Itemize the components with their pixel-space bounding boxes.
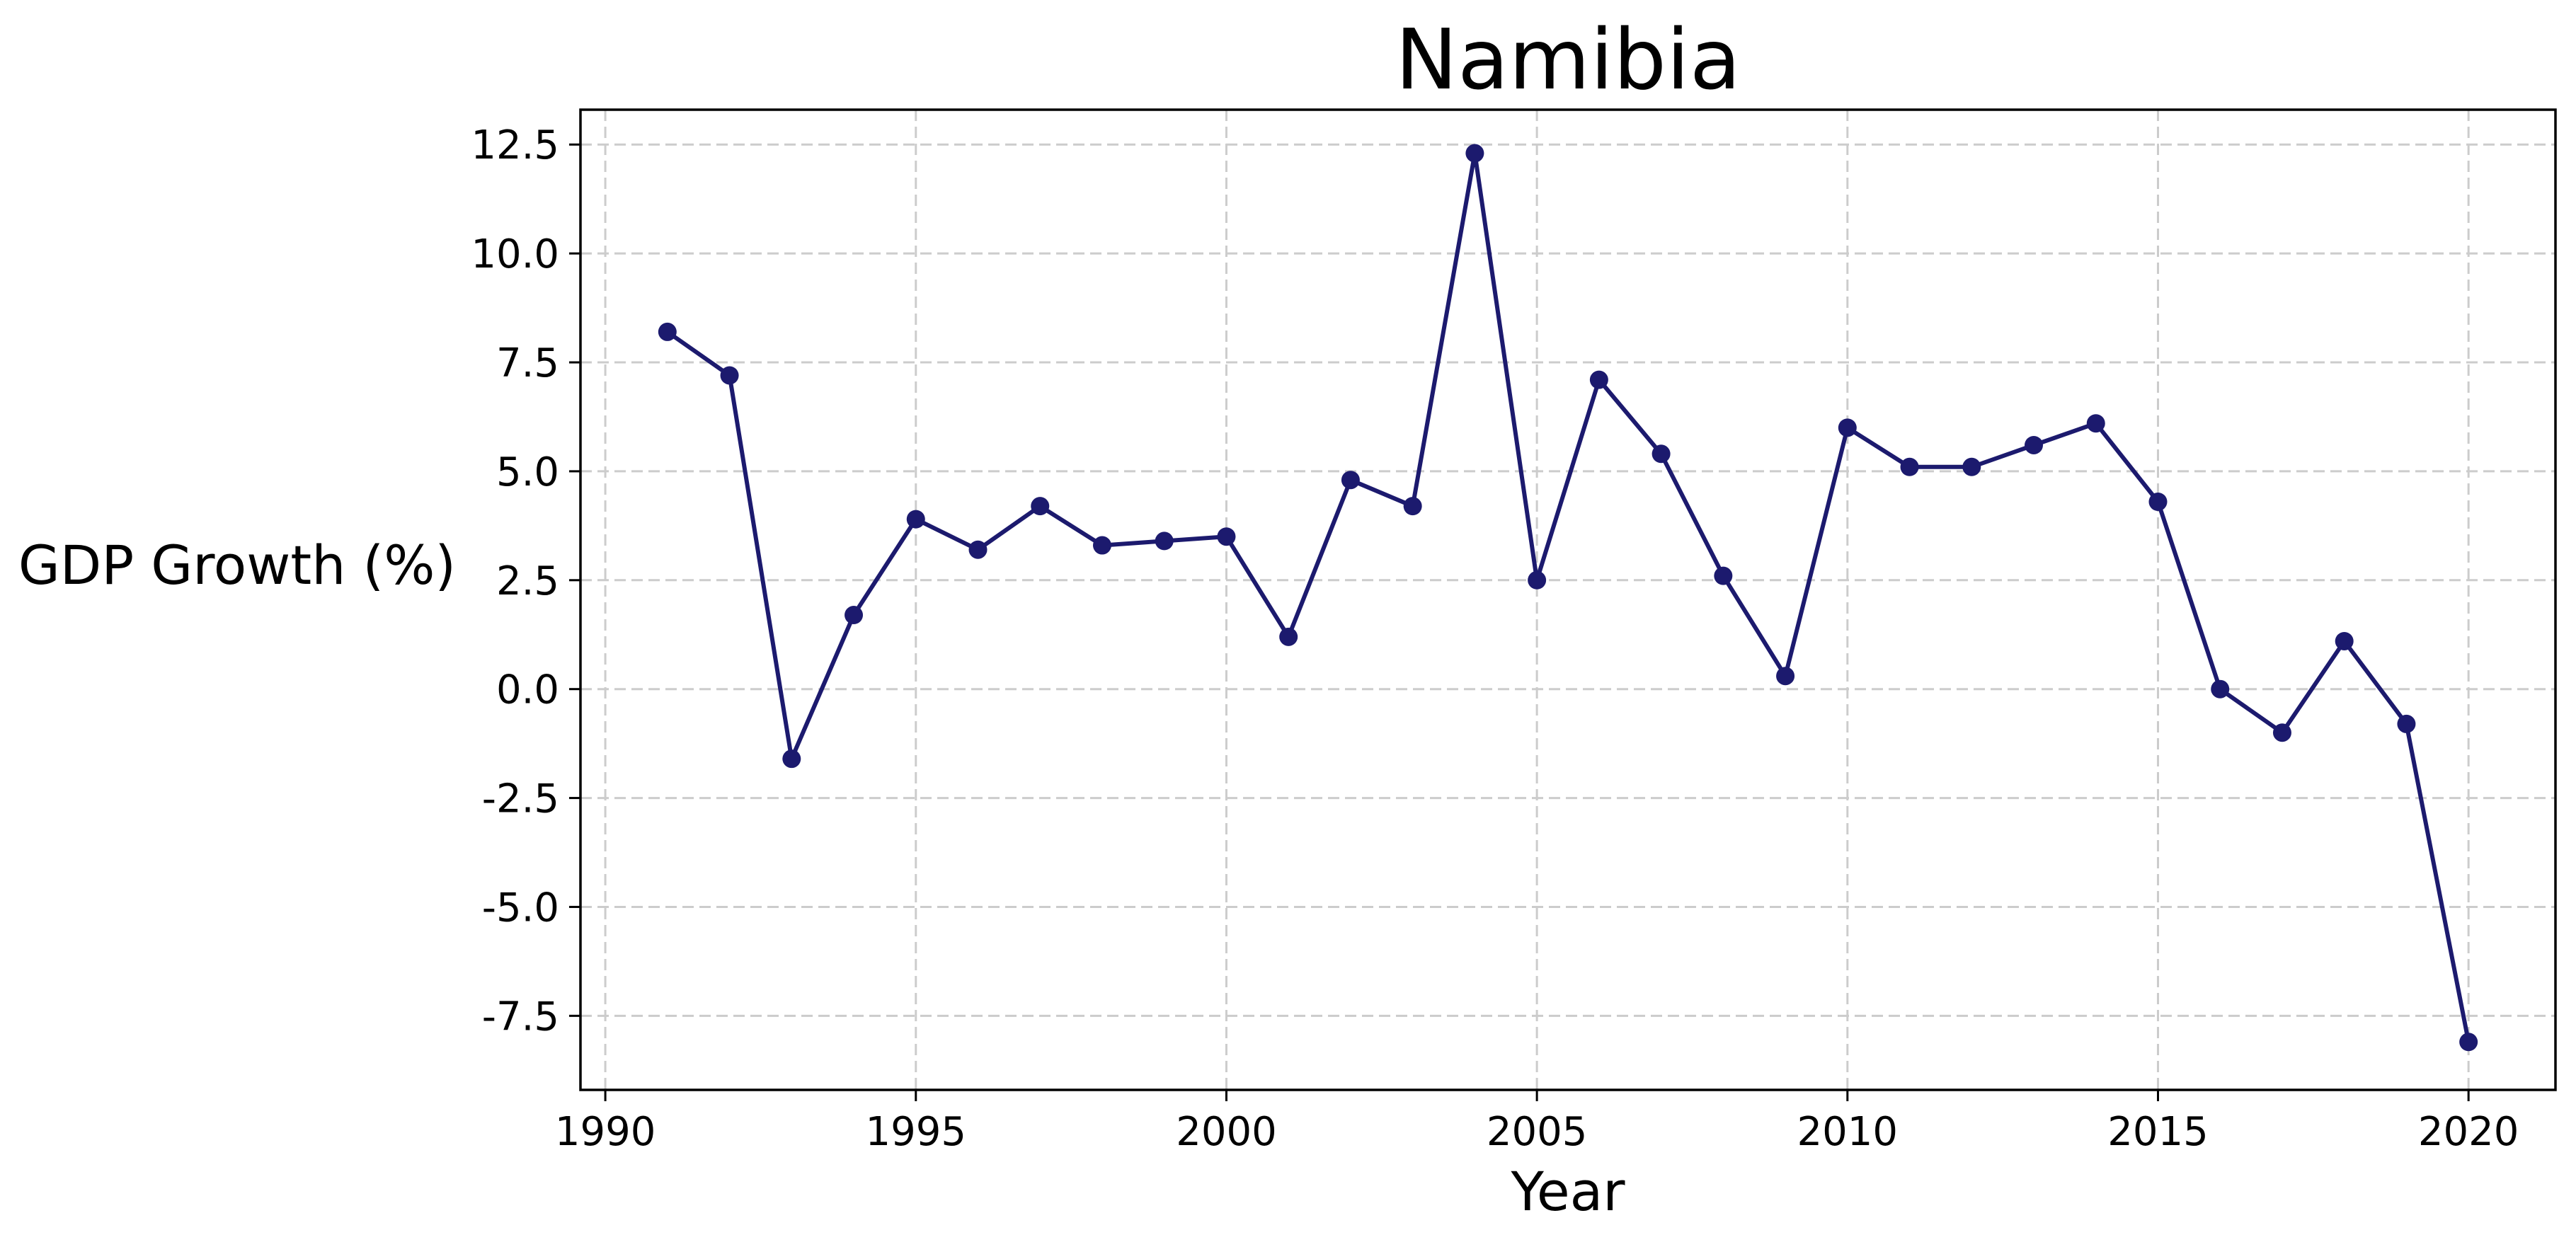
data-point [2086, 414, 2105, 433]
y-tick-label: 7.5 [496, 340, 559, 386]
data-point [658, 322, 677, 341]
data-point [2459, 1033, 2478, 1052]
y-tick-label: -7.5 [482, 994, 559, 1040]
x-tick-label: 1990 [555, 1109, 656, 1155]
y-tick-label: 2.5 [496, 558, 559, 604]
y-tick-label: 10.0 [471, 231, 559, 277]
grid-lines [580, 110, 2555, 1090]
data-point [2025, 435, 2044, 454]
data-point [1714, 566, 1733, 585]
x-tick-label: 2010 [1797, 1109, 1899, 1155]
data-point [1403, 497, 1422, 516]
data-point [1962, 457, 1981, 476]
data-point [1528, 570, 1547, 590]
x-axis-label: Year [1511, 1160, 1626, 1223]
plot-frame [579, 108, 2557, 1091]
data-point [906, 510, 925, 529]
data-point [2335, 631, 2354, 650]
data-point [1465, 144, 1484, 163]
data-point [1279, 627, 1298, 646]
chart-title: Namibia [1395, 11, 1741, 108]
data-point [1589, 370, 1608, 389]
data-point [1031, 497, 1050, 516]
data-point [1092, 536, 1111, 555]
x-tick-label: 2015 [2107, 1109, 2209, 1155]
x-tick-label: 2020 [2418, 1109, 2519, 1155]
data-point [1155, 531, 1174, 551]
series-line [665, 151, 2471, 1045]
data-point [2211, 679, 2230, 699]
data-point [845, 606, 864, 625]
data-point [782, 749, 801, 769]
y-axis-label: GDP Growth (%) [18, 534, 456, 597]
data-point [1838, 418, 1857, 437]
data-point [2272, 723, 2291, 742]
data-point [1900, 457, 1919, 476]
data-point [968, 540, 988, 559]
data-point [2397, 714, 2416, 733]
x-tick-label: 1995 [866, 1109, 967, 1155]
data-point [1217, 527, 1236, 546]
data-point [720, 366, 739, 385]
y-tick-label: -2.5 [482, 776, 559, 822]
y-tick-label: -5.0 [482, 885, 559, 931]
data-point [1776, 667, 1795, 686]
x-tick-label: 2005 [1487, 1109, 1588, 1155]
axes: 1990 1995 2000 2005 2010 2015 2020 -7.5 -5.0 -2.5… [471, 108, 2557, 1155]
data-point [1651, 444, 1671, 464]
y-tick-label: 5.0 [496, 449, 559, 495]
data-series [658, 144, 2478, 1052]
data-point [2148, 493, 2168, 511]
y-tick-label: 0.0 [496, 667, 559, 713]
data-point [1341, 471, 1360, 490]
x-tick-label: 2000 [1176, 1109, 1277, 1155]
y-tick-label: 12.5 [471, 122, 559, 168]
